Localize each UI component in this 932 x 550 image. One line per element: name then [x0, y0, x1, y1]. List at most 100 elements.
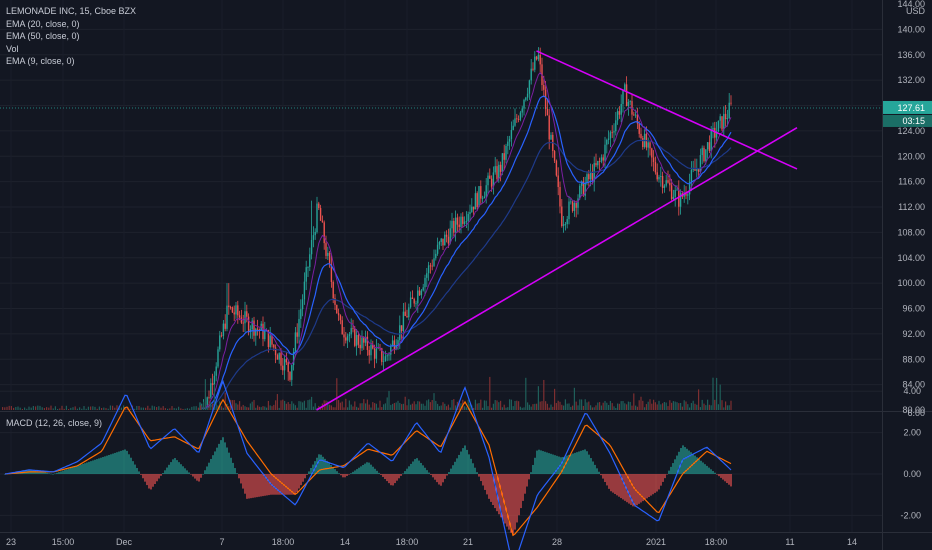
macd-histogram-bar [640, 474, 642, 503]
macd-histogram-bar [204, 470, 206, 474]
macd-histogram-bar [546, 452, 548, 474]
volume-bar [588, 401, 590, 410]
indicator-ema20[interactable]: EMA (20, close, 0) [6, 18, 80, 29]
volume-bar [548, 407, 550, 410]
price-axis-tick: 100.00 [897, 278, 925, 288]
candle [431, 265, 433, 267]
volume-bar [422, 403, 424, 410]
candle [521, 108, 523, 113]
time-axis-tick: 14 [847, 537, 857, 547]
macd-histogram-bar [522, 474, 524, 501]
macd-histogram-bar [664, 474, 666, 479]
volume-bar [478, 403, 480, 410]
macd-histogram-bar [170, 462, 172, 474]
macd-histogram-bar [288, 474, 290, 495]
trendline-0 [536, 50, 798, 170]
macd-histogram-bar [340, 474, 342, 476]
candle [598, 161, 601, 162]
macd-histogram-bar [396, 474, 398, 481]
candle [417, 290, 419, 304]
volume-bar [2, 407, 4, 410]
candle [357, 334, 360, 345]
candle [458, 224, 460, 227]
volume-bar [153, 406, 155, 410]
macd-histogram-bar [326, 460, 328, 474]
volume-bar [537, 386, 539, 410]
candle [714, 127, 716, 138]
candle [283, 359, 286, 371]
candle [584, 183, 586, 196]
macd-histogram-bar [254, 474, 256, 498]
volume-bar [498, 402, 500, 410]
time-axis-tick: 2021 [646, 537, 666, 547]
macd-histogram-bar [338, 473, 340, 474]
candle [525, 97, 527, 100]
volume-bar [665, 402, 667, 410]
volume-bar [377, 407, 379, 410]
macd-histogram-bar [272, 474, 274, 495]
macd-histogram-bar [344, 474, 346, 478]
candle [667, 180, 669, 183]
volume-bar [525, 377, 527, 410]
volume-bar [221, 406, 223, 410]
candle [607, 138, 610, 140]
macd-histogram-bar [60, 471, 62, 474]
volume-bar [723, 407, 725, 410]
macd-legend[interactable]: MACD (12, 26, close, 9) [6, 418, 103, 428]
volume-bar [255, 407, 257, 410]
volume-bar [94, 406, 96, 410]
macd-histogram-bar [458, 454, 460, 474]
volume-bar [330, 405, 332, 410]
indicator-vol[interactable]: Vol [6, 43, 19, 54]
volume-bar [595, 405, 597, 410]
volume-bar [714, 399, 716, 410]
volume-bar [624, 403, 626, 410]
macd-histogram-bar [440, 474, 442, 486]
volume-bar [694, 403, 696, 410]
macd-histogram-bar [670, 466, 672, 474]
macd-histogram-bar [88, 461, 90, 474]
price-axis-tick: 80.00 [902, 405, 925, 415]
volume-bar [123, 405, 125, 410]
macd-histogram-bar [576, 452, 578, 474]
price-axis-tick: 84.00 [902, 380, 925, 390]
candle [242, 322, 244, 324]
macd-histogram-bar [178, 462, 180, 474]
macd-histogram-bar [592, 461, 594, 474]
volume-bar [627, 401, 629, 410]
volume-bar [514, 400, 516, 410]
macd-histogram-bar [526, 474, 528, 487]
macd-histogram-bar [246, 474, 248, 499]
indicator-ema50[interactable]: EMA (50, close, 0) [6, 31, 80, 41]
indicator-ema9[interactable]: EMA (9, close, 0) [6, 56, 75, 66]
candle [701, 147, 703, 156]
macd-histogram-bar [364, 463, 366, 474]
macd-histogram-bar [320, 454, 322, 474]
candle [447, 236, 450, 244]
macd-histogram-bar [236, 473, 238, 474]
candle [580, 181, 583, 186]
macd-histogram-bar [292, 474, 294, 495]
candle [492, 172, 495, 187]
candle [321, 220, 324, 223]
volume-bar [354, 401, 356, 410]
macd-histogram-bar [358, 467, 360, 474]
volume-bar [79, 407, 81, 410]
macd-histogram-bar [382, 474, 384, 477]
candle [305, 267, 307, 282]
volume-bar [244, 406, 246, 410]
candle [726, 118, 729, 120]
volume-bar [46, 407, 48, 410]
macd-histogram-bar [560, 457, 562, 474]
volume-bar [516, 400, 518, 410]
candle [237, 305, 239, 316]
macd-histogram-bar [258, 474, 260, 497]
volume-bar [402, 403, 404, 410]
macd-histogram-bar [230, 457, 232, 474]
candle [609, 132, 612, 139]
volume-bar [482, 407, 484, 410]
volume-bar [519, 406, 521, 410]
macd-histogram-bar [426, 470, 428, 474]
volume-bar [557, 400, 559, 410]
